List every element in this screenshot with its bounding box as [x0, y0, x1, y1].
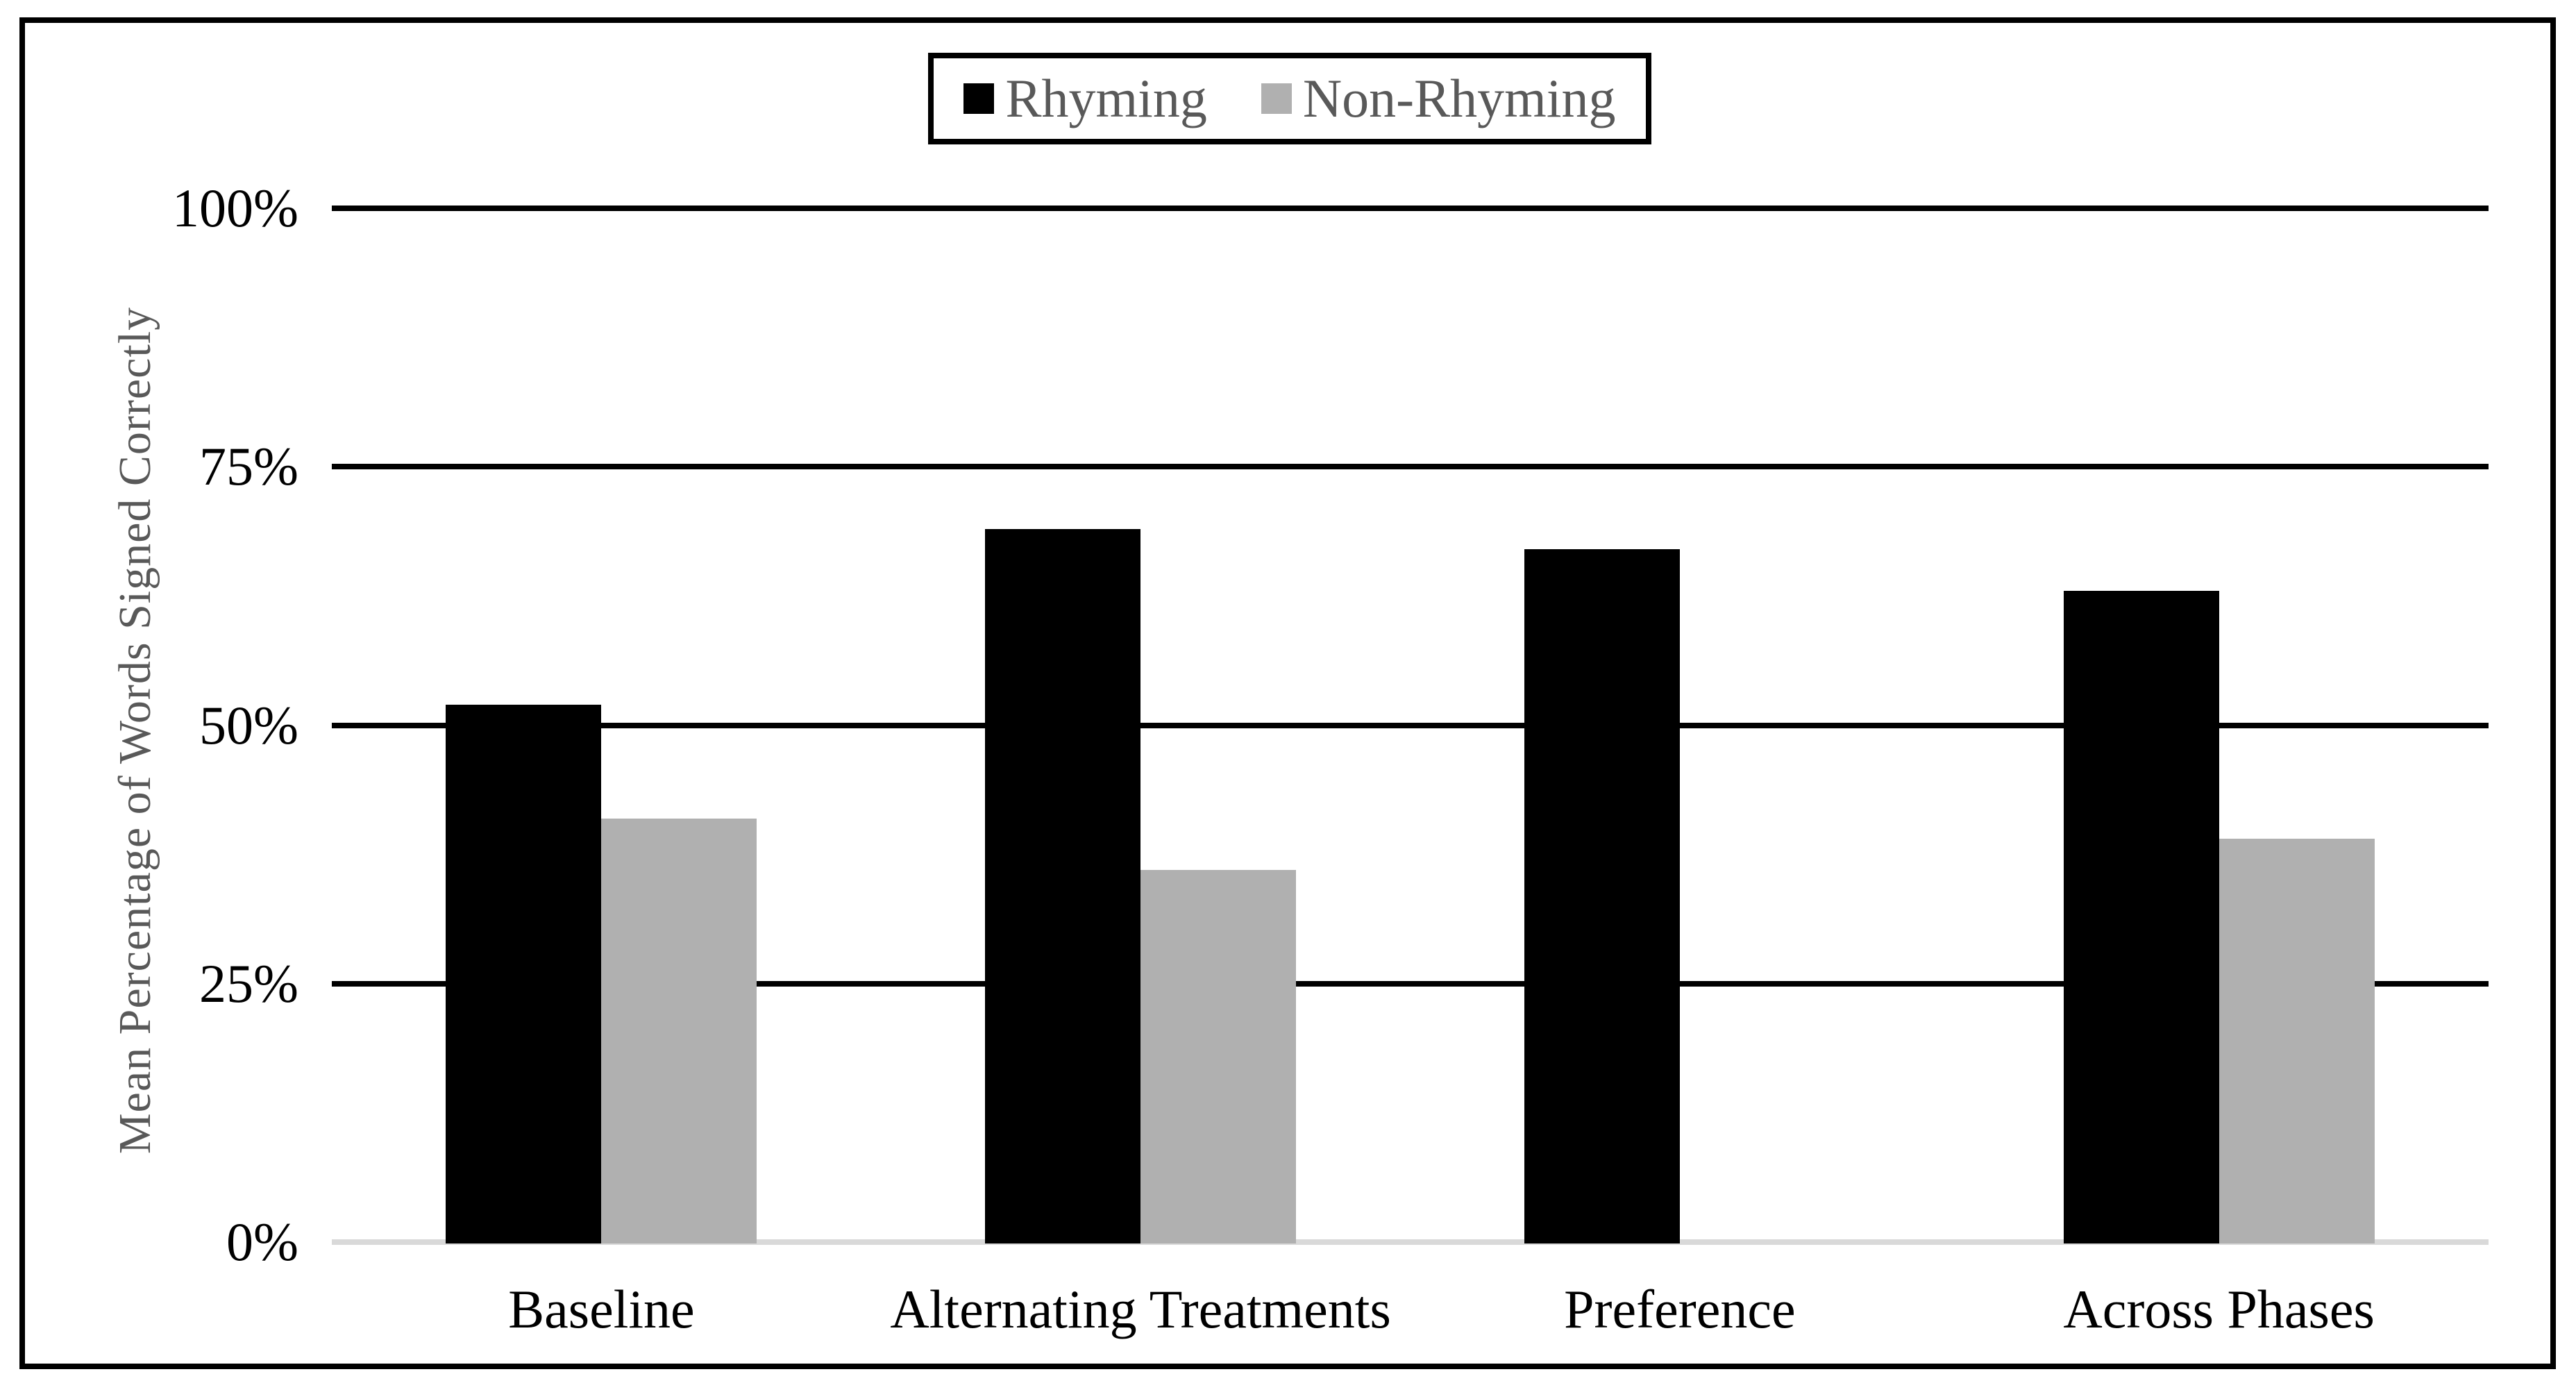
x-axis-baseline	[332, 1239, 2489, 1245]
gridline-75	[332, 464, 2489, 470]
y-tick-label-50: 50%	[199, 694, 298, 755]
x-category-label-baseline: Baseline	[508, 1279, 695, 1339]
legend-item-non-rhyming: Non-Rhyming	[1261, 72, 1616, 126]
bar-rhyming-baseline	[446, 704, 602, 1243]
legend: Rhyming Non-Rhyming	[928, 53, 1651, 144]
y-tick-label-0: 0%	[226, 1212, 298, 1272]
x-category-label-alternating-treatments: Alternating Treatments	[890, 1279, 1391, 1339]
bar-rhyming-across-phases	[2063, 590, 2219, 1243]
bar-non-rhyming-across-phases	[2219, 839, 2375, 1243]
y-tick-label-75: 75%	[199, 436, 298, 497]
bar-non-rhyming-baseline	[601, 818, 757, 1243]
legend-swatch-non-rhyming-icon	[1261, 83, 1292, 114]
gridline-50	[332, 722, 2489, 728]
gridline-100	[332, 206, 2489, 211]
figure-border	[19, 17, 2556, 1369]
bar-rhyming-alternating-treatments	[985, 528, 1141, 1243]
bar-rhyming-preference	[1524, 549, 1680, 1243]
y-tick-label-100: 100%	[172, 178, 298, 238]
legend-label-rhyming: Rhyming	[1005, 68, 1207, 128]
x-category-label-preference: Preference	[1564, 1279, 1796, 1339]
legend-label-non-rhyming: Non-Rhyming	[1302, 68, 1616, 128]
legend-item-rhyming: Rhyming	[963, 68, 1207, 128]
x-category-label-across-phases: Across Phases	[2063, 1279, 2375, 1339]
legend-swatch-rhyming-icon	[963, 83, 995, 114]
bar-non-rhyming-alternating-treatments	[1140, 869, 1297, 1243]
y-tick-label-25: 25%	[199, 953, 298, 1014]
gridline-25	[332, 980, 2489, 987]
